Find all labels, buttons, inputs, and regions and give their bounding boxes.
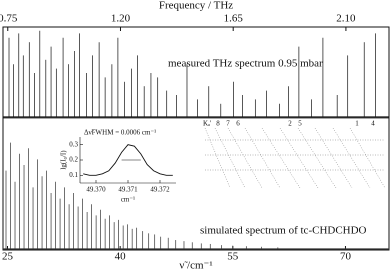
assignment-number: 8 [216, 120, 220, 128]
x2-tick-label: 1.65 [224, 13, 244, 25]
inset-x-tick-label: 49.371 [118, 186, 138, 194]
x2-tick-label: 0.75 [0, 13, 18, 25]
x-tick-label: 25 [2, 251, 14, 263]
assignment-number: 7 [226, 120, 230, 128]
inset-x-label: cm⁻¹ [121, 196, 135, 204]
inset-x-tick-label: 49.372 [150, 186, 170, 194]
assignment-number: 5 [298, 120, 302, 128]
bottom-axis-title: ν̃ /cm⁻¹ [179, 260, 212, 272]
assignment-label: Kₐ' [203, 120, 211, 128]
inset-x-tick-label: 49.370 [86, 186, 106, 194]
series-label: measured THz spectrum 0.95 mbar [168, 58, 323, 70]
top-axis-title: Frequency / THz [159, 0, 233, 12]
inset-y-tick-label: 0.2 [69, 156, 78, 164]
assignment-number: 4 [371, 120, 375, 128]
series-label: simulated spectrum of tc-CHDCHDO [200, 225, 367, 237]
x-tick-label: 70 [340, 251, 352, 263]
x2-tick-label: 1.20 [111, 13, 131, 25]
x-tick-label: 40 [115, 251, 127, 263]
assignment-number: 6 [236, 120, 240, 128]
inset-y-tick-label: 0.3 [69, 140, 78, 148]
assignment-number: 1 [355, 120, 359, 128]
plot-frame [2, 26, 390, 251]
x2-tick-label: 2.10 [336, 13, 356, 25]
inset-y-label: lg(I₀/I) [60, 150, 68, 170]
inset-line [83, 144, 173, 176]
assignment-number: 2 [288, 120, 292, 128]
x-tick-label: 55 [227, 251, 239, 263]
assignment-pattern [204, 127, 386, 189]
inset-y-tick-label: 0.1 [69, 171, 78, 179]
inset-annotation: Δν̃FWHM = 0.0006 cm⁻¹ [84, 129, 156, 137]
